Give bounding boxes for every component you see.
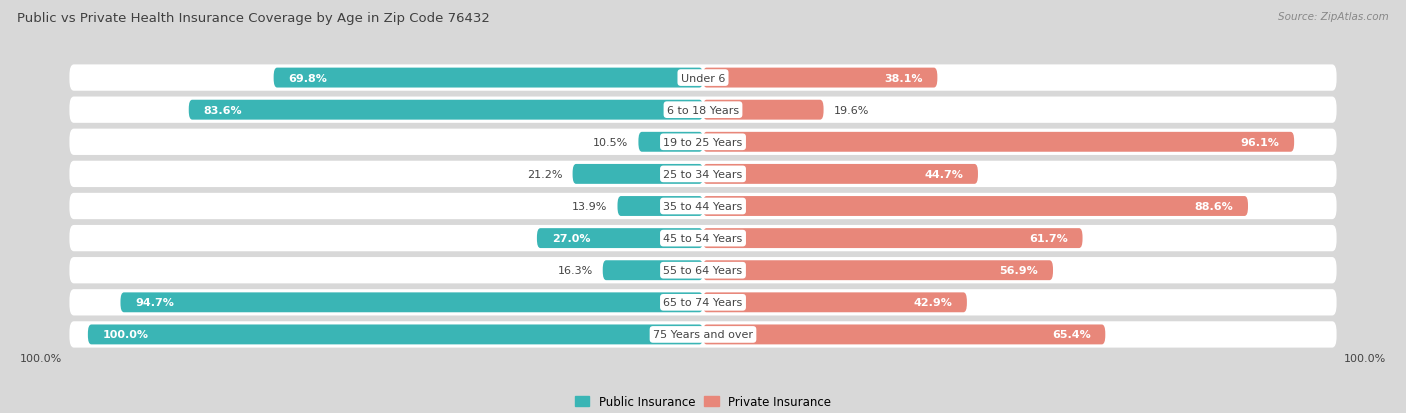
FancyBboxPatch shape [69,225,1337,252]
FancyBboxPatch shape [703,133,1294,152]
Text: 96.1%: 96.1% [1240,138,1279,147]
Text: 88.6%: 88.6% [1195,202,1233,211]
FancyBboxPatch shape [69,321,1337,348]
Text: 35 to 44 Years: 35 to 44 Years [664,202,742,211]
Text: 21.2%: 21.2% [527,169,562,180]
FancyBboxPatch shape [69,129,1337,156]
Text: 44.7%: 44.7% [924,169,963,180]
Text: Under 6: Under 6 [681,74,725,83]
FancyBboxPatch shape [638,133,703,152]
Text: 16.3%: 16.3% [558,266,593,275]
Text: 56.9%: 56.9% [1000,266,1038,275]
FancyBboxPatch shape [188,100,703,120]
FancyBboxPatch shape [69,161,1337,188]
Text: 100.0%: 100.0% [20,353,62,363]
Text: 13.9%: 13.9% [572,202,607,211]
Text: 19.6%: 19.6% [834,105,869,115]
Legend: Public Insurance, Private Insurance: Public Insurance, Private Insurance [575,395,831,408]
FancyBboxPatch shape [603,261,703,280]
Text: 75 Years and over: 75 Years and over [652,330,754,339]
Text: 27.0%: 27.0% [551,233,591,244]
FancyBboxPatch shape [703,229,1083,249]
FancyBboxPatch shape [703,293,967,313]
FancyBboxPatch shape [69,65,1337,92]
Text: Source: ZipAtlas.com: Source: ZipAtlas.com [1278,12,1389,22]
Text: 6 to 18 Years: 6 to 18 Years [666,105,740,115]
FancyBboxPatch shape [537,229,703,249]
FancyBboxPatch shape [87,325,703,344]
FancyBboxPatch shape [274,69,703,88]
Text: 69.8%: 69.8% [288,74,328,83]
FancyBboxPatch shape [69,290,1337,316]
FancyBboxPatch shape [703,261,1053,280]
FancyBboxPatch shape [703,69,938,88]
Text: 100.0%: 100.0% [103,330,149,339]
FancyBboxPatch shape [69,193,1337,220]
Text: 83.6%: 83.6% [204,105,242,115]
Text: 25 to 34 Years: 25 to 34 Years [664,169,742,180]
Text: 38.1%: 38.1% [884,74,922,83]
FancyBboxPatch shape [572,164,703,184]
FancyBboxPatch shape [617,197,703,216]
Text: 65.4%: 65.4% [1052,330,1091,339]
FancyBboxPatch shape [703,197,1249,216]
Text: 10.5%: 10.5% [593,138,628,147]
Text: 45 to 54 Years: 45 to 54 Years [664,233,742,244]
Text: 61.7%: 61.7% [1029,233,1067,244]
FancyBboxPatch shape [69,257,1337,284]
FancyBboxPatch shape [703,325,1105,344]
Text: 55 to 64 Years: 55 to 64 Years [664,266,742,275]
FancyBboxPatch shape [703,100,824,120]
Text: 100.0%: 100.0% [1344,353,1386,363]
FancyBboxPatch shape [703,164,979,184]
Text: Public vs Private Health Insurance Coverage by Age in Zip Code 76432: Public vs Private Health Insurance Cover… [17,12,489,25]
Text: 94.7%: 94.7% [135,298,174,308]
Text: 19 to 25 Years: 19 to 25 Years [664,138,742,147]
Text: 42.9%: 42.9% [914,298,952,308]
FancyBboxPatch shape [121,293,703,313]
FancyBboxPatch shape [69,97,1337,123]
Text: 65 to 74 Years: 65 to 74 Years [664,298,742,308]
